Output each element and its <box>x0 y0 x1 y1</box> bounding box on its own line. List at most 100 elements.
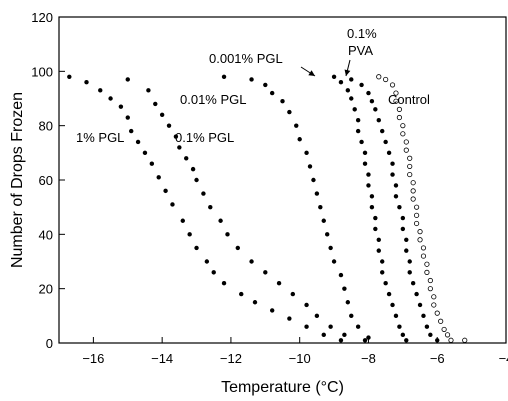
y-tick-label: 100 <box>31 64 53 79</box>
data-point <box>325 232 330 237</box>
data-point <box>434 310 440 316</box>
data-point <box>338 272 344 278</box>
data-point <box>369 204 375 210</box>
data-point <box>413 204 420 210</box>
data-point <box>321 218 326 223</box>
data-point <box>263 82 268 88</box>
data-point <box>173 134 179 139</box>
series-0-01-pgl <box>221 74 371 340</box>
data-point <box>342 286 347 291</box>
data-point <box>180 218 185 223</box>
data-point <box>389 82 396 88</box>
data-marks <box>67 74 468 343</box>
data-point <box>404 338 409 343</box>
data-point <box>297 137 302 142</box>
data-point <box>369 194 375 199</box>
data-point <box>376 248 381 253</box>
data-point <box>331 259 337 264</box>
data-point <box>125 77 130 82</box>
data-point <box>225 232 230 237</box>
x-tick-label: −8 <box>361 351 376 366</box>
data-point <box>290 291 296 297</box>
data-point <box>118 104 124 109</box>
x-tick-label: −6 <box>430 351 445 366</box>
data-point <box>407 163 413 170</box>
data-point <box>383 139 388 145</box>
data-point <box>413 212 420 218</box>
data-point <box>393 183 399 188</box>
data-point <box>239 291 244 297</box>
data-point <box>383 76 389 83</box>
data-point <box>218 218 223 223</box>
x-tick-label: −12 <box>220 351 242 366</box>
y-axis-label: Number of Drops Frozen <box>9 92 26 268</box>
data-point <box>404 248 409 253</box>
series-control <box>376 74 468 343</box>
data-point <box>221 74 227 79</box>
data-point <box>269 90 275 96</box>
data-point <box>376 74 382 80</box>
data-point <box>249 259 254 264</box>
data-point <box>417 237 423 243</box>
data-point <box>142 150 148 156</box>
data-point <box>424 261 430 267</box>
data-point <box>359 82 364 88</box>
data-point <box>366 335 371 340</box>
data-point <box>380 270 385 275</box>
data-point <box>276 281 282 286</box>
data-point <box>263 270 268 275</box>
data-point <box>208 204 213 210</box>
data-point <box>331 74 337 79</box>
data-point <box>393 98 399 104</box>
x-axis-label: Temperature (°C) <box>221 379 344 396</box>
data-point <box>427 277 433 284</box>
data-point <box>376 237 381 242</box>
data-point <box>362 161 368 166</box>
data-point <box>194 245 199 251</box>
data-point <box>304 302 309 308</box>
data-point <box>393 194 399 199</box>
data-point <box>153 101 158 107</box>
data-point <box>304 324 309 329</box>
data-point <box>373 226 378 232</box>
data-point <box>149 161 155 166</box>
data-point <box>380 259 385 264</box>
data-point <box>345 300 351 305</box>
data-point <box>410 196 416 202</box>
data-point <box>349 77 354 82</box>
annotation-0-01-pgl: 0.01% PGL <box>180 92 247 107</box>
data-point <box>407 270 412 275</box>
data-point <box>221 281 227 286</box>
x-tick-label: −16 <box>82 351 104 366</box>
y-tick-label: 0 <box>46 336 53 351</box>
data-point <box>366 90 371 96</box>
data-point <box>349 313 354 319</box>
data-point <box>163 188 168 194</box>
data-point <box>307 164 313 169</box>
data-point <box>410 188 416 194</box>
series-0-1-pva <box>349 77 440 343</box>
data-point <box>204 259 210 264</box>
data-point <box>311 177 316 183</box>
data-point <box>373 107 378 112</box>
data-point <box>159 112 165 118</box>
data-point <box>187 232 192 237</box>
data-point <box>304 150 309 156</box>
data-point <box>67 74 72 79</box>
data-point <box>397 324 402 329</box>
data-point <box>373 215 378 221</box>
data-point <box>403 147 409 153</box>
x-tick-label: −14 <box>151 351 173 366</box>
data-point <box>438 318 444 324</box>
data-point <box>252 300 258 305</box>
series-1-pgl <box>67 74 344 343</box>
data-point <box>328 245 333 251</box>
data-point <box>287 316 292 321</box>
data-point <box>386 150 392 156</box>
annotations: 0.1% PVA 0.001% PGL 0.01% PGL Control 1% PGL 0… <box>76 26 430 145</box>
data-point <box>403 139 409 145</box>
data-point <box>355 324 361 329</box>
data-point <box>410 180 416 186</box>
data-point <box>211 270 216 275</box>
